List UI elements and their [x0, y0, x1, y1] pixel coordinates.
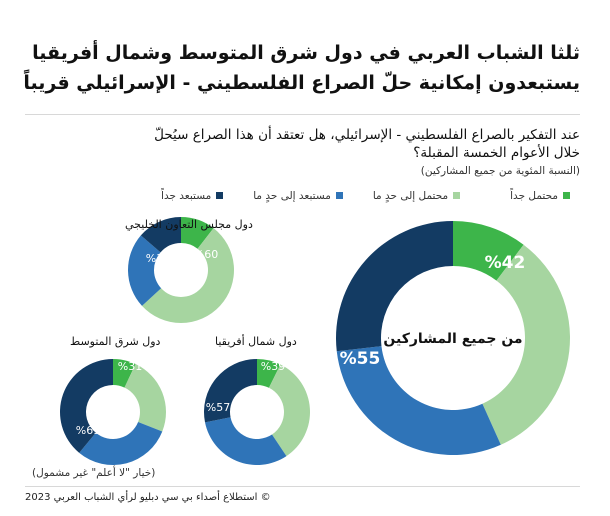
subtitle: (النسبة المئوية من جميع المشاركين) [420, 165, 580, 177]
donut-segment-very-unlikely [60, 359, 113, 453]
donut-segment-very-unlikely [336, 221, 453, 352]
donut-segment-very-likely [181, 217, 214, 249]
legend-swatch [216, 192, 224, 199]
title-line-1: ثلثا الشباب العربي في دول شرق المتوسط وش… [32, 42, 580, 64]
note: (خيار "لا أعلم" غير مشمول) [32, 467, 156, 479]
divider [25, 114, 580, 115]
donut-segment-very-likely [453, 221, 524, 281]
donut-segment-somewhat-unlikely [336, 346, 501, 455]
chart-title-north-africa: دول شمال أفريقيا [215, 335, 297, 348]
donut-segment-somewhat-unlikely [127, 235, 162, 306]
legend-item: محتمل إلى حدٍ ما [372, 190, 461, 202]
data-label-unlikely: %69 [76, 424, 100, 437]
data-label-likely: %31 [118, 360, 142, 373]
legend: محتمل جداً محتمل إلى حدٍ ما مستبعد إلى ح… [161, 190, 570, 202]
donut-segment-somewhat-likely [142, 228, 234, 323]
donut-segment-very-unlikely [204, 359, 257, 423]
donut-segment-somewhat-likely [124, 364, 166, 432]
legend-label: محتمل إلى حدٍ ما [372, 190, 449, 202]
page-title: ثلثا الشباب العربي في دول شرق المتوسط وش… [20, 38, 580, 98]
data-label-likely: %60 [194, 248, 218, 261]
chart-title-levant: دول شرق المتوسط [70, 335, 161, 348]
legend-swatch [453, 192, 461, 199]
donut-segment-very-likely [257, 359, 281, 388]
legend-label: محتمل جداً [510, 190, 558, 202]
legend-item: محتمل جداً [510, 190, 570, 202]
data-label-unlikely: %55 [340, 349, 381, 369]
donut-segment-somewhat-unlikely [79, 421, 163, 465]
legend-swatch [335, 192, 343, 199]
title-line-2: يستبعدون إمكانية حلّ الصراع الفلسطيني - … [23, 72, 580, 94]
footer: © استطلاع أصداء بي سي دبليو لرأي الشباب … [25, 492, 271, 503]
chart-title-all: من جميع المشاركين [383, 331, 522, 347]
chart-title-gcc: دول مجلس التعاون الخليجي [125, 218, 253, 231]
data-label-unlikely: %35 [146, 252, 170, 265]
donut-segment-very-unlikely [140, 217, 181, 253]
donut-segment-somewhat-likely [268, 364, 310, 457]
legend-label: مستبعد إلى حدٍ ما [253, 190, 331, 202]
donut-segment-somewhat-likely [482, 244, 571, 445]
donut-segment-very-likely [113, 359, 136, 388]
question-line-1: عند التفكير بالصراع الفلسطيني - الإسرائي… [154, 127, 580, 143]
data-label-likely: %42 [485, 253, 526, 273]
donut-segment-somewhat-unlikely [205, 417, 287, 466]
divider [25, 486, 580, 487]
data-label-likely: %39 [261, 360, 285, 373]
question-line-2: خلال الأعوام الخمسة المقبلة؟ [413, 145, 580, 161]
legend-label: مستبعد جداً [161, 190, 212, 202]
legend-item: مستبعد إلى حدٍ ما [253, 190, 343, 202]
question: عند التفكير بالصراع الفلسطيني - الإسرائي… [60, 126, 580, 162]
data-label-unlikely: %57 [206, 401, 230, 414]
legend-item: مستبعد جداً [161, 190, 224, 202]
legend-swatch [563, 192, 570, 199]
